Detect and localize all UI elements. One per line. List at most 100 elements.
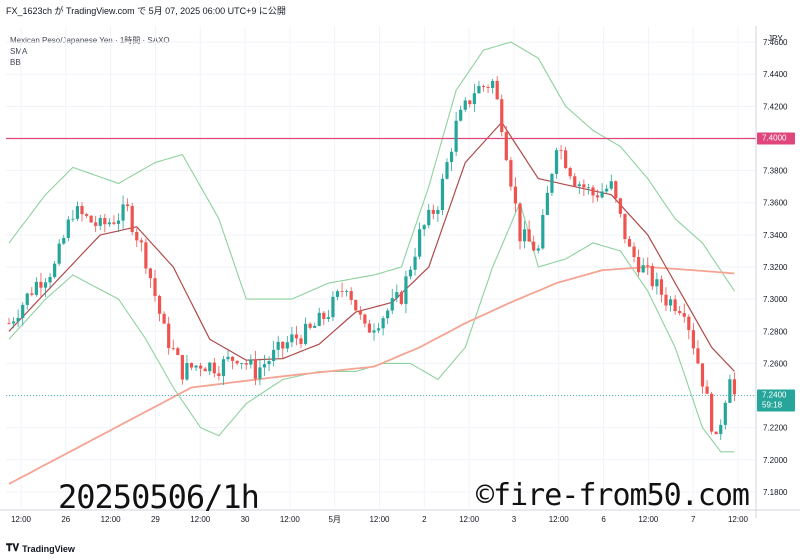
candle-body [491, 80, 495, 88]
candle-body [299, 338, 303, 344]
candle-body [75, 206, 80, 219]
y-tick-label: 7.3200 [763, 263, 788, 272]
candle-body [116, 220, 121, 224]
candle-body [422, 225, 426, 230]
candle-body [135, 231, 139, 241]
hline-price-tag: 7.4000 [757, 132, 795, 145]
sma-lines [8, 121, 735, 485]
horizontal-line [6, 137, 756, 396]
candle-body [545, 192, 549, 215]
candle-body [372, 330, 376, 333]
x-tick-label: 12:00 [11, 515, 32, 524]
tv-logo-icon: 𝐓𝐕 [6, 543, 20, 554]
candle-body [413, 256, 417, 270]
candle-body [682, 313, 686, 317]
candle-body [331, 296, 335, 318]
bollinger-bands [8, 41, 735, 453]
last-price-tag-text: 7.2400 [762, 391, 787, 400]
candle-body [700, 363, 705, 387]
candle-body [230, 356, 235, 361]
candle-body [541, 214, 545, 249]
candle-body [723, 402, 727, 425]
candle-body [573, 176, 577, 187]
candle-body [112, 222, 116, 224]
candle-body [89, 215, 93, 223]
candle-body [509, 160, 513, 187]
indicator-bb[interactable]: BB [10, 58, 21, 67]
y-tick-label: 7.1800 [763, 488, 788, 497]
candle-body [290, 334, 294, 343]
candle-body [322, 312, 326, 319]
candle-body [367, 323, 372, 333]
x-axis: 12:00 26 12:00 29 12:00 30 12:00 5月 12:00 2 12:00 3… [0, 509, 800, 524]
candle-body [399, 292, 403, 304]
x-tick-label: 12:00 [459, 515, 480, 524]
candle-body [180, 355, 184, 380]
candle-body [637, 257, 641, 273]
candle-body [308, 323, 312, 328]
x-tick-label: 26 [61, 515, 70, 524]
candle-body [427, 209, 431, 226]
candle-body [710, 393, 714, 432]
candle-body [303, 323, 308, 344]
candle-body [582, 184, 586, 188]
candle-body [153, 278, 157, 296]
tradingview-brand[interactable]: 𝐓𝐕 TradingView [6, 543, 75, 554]
indicator-sma[interactable]: SMA [10, 47, 28, 56]
y-tick-label: 7.3400 [763, 231, 788, 240]
candle-body [126, 204, 130, 206]
candle-body [518, 203, 522, 242]
x-tick-label: 6 [601, 515, 606, 524]
candle-body [486, 86, 490, 88]
candle-body [272, 349, 276, 362]
candle-body [276, 341, 280, 350]
candle-body [171, 347, 175, 349]
candle-body [687, 316, 691, 331]
candle-body [34, 281, 38, 295]
candle-body [673, 299, 677, 312]
candle-body [577, 184, 581, 187]
candle-body [244, 363, 248, 365]
candle-body [349, 291, 353, 300]
candle-body [449, 151, 454, 163]
candle-body [94, 222, 98, 226]
candle-body [57, 243, 61, 264]
candle-body [326, 317, 330, 319]
candle-body [313, 325, 317, 328]
candle-body [614, 181, 618, 199]
candle-body [481, 86, 486, 87]
candle-body [719, 424, 723, 435]
brand-label: TradingView [22, 543, 75, 554]
candle-body [495, 80, 499, 100]
candle-body [600, 191, 604, 198]
candle-body [646, 265, 650, 267]
x-tick-label: 12:00 [638, 515, 659, 524]
candle-body [7, 323, 11, 325]
candle-body [139, 240, 143, 243]
candle-body [513, 186, 518, 204]
candle-body [591, 187, 595, 196]
candle-body [554, 150, 559, 174]
candle-body [335, 291, 340, 297]
candle-body [354, 299, 358, 311]
candle-body [477, 86, 481, 94]
symbol-line[interactable]: Mexican Peso/Japanese Yen · 1時間 · SAXO [10, 36, 170, 45]
candle-body [732, 379, 737, 395]
x-tick-label: 12:00 [549, 515, 570, 524]
candle-body [468, 100, 472, 105]
y-tick-label: 7.4600 [763, 38, 788, 47]
candle-body [404, 276, 408, 304]
candle-body [98, 218, 102, 226]
candle-body [157, 295, 162, 314]
candle-body [527, 229, 531, 242]
legend: Mexican Peso/Japanese Yen · 1時間 · SAXO S… [10, 35, 170, 68]
candle-body [408, 269, 413, 277]
x-tick-label: 7 [691, 515, 696, 524]
candle-body [431, 209, 435, 214]
x-tick-label: 5月 [328, 515, 340, 524]
sma-fast-line [8, 121, 735, 372]
candle-body [564, 150, 568, 169]
